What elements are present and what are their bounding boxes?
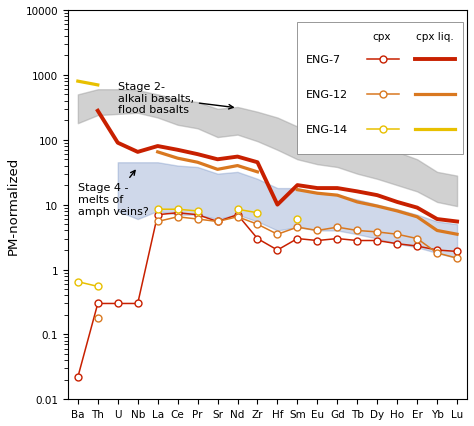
Text: ENG-14: ENG-14 — [305, 124, 347, 134]
Y-axis label: PM-normalized: PM-normalized — [7, 156, 20, 254]
Text: ENG-7: ENG-7 — [305, 55, 340, 64]
Text: cpx liq.: cpx liq. — [416, 32, 454, 42]
Bar — [297, 23, 463, 155]
Text: Stage 2-
alkali basalts,
flood basalts: Stage 2- alkali basalts, flood basalts — [118, 82, 233, 115]
Text: ENG-12: ENG-12 — [305, 89, 347, 99]
Text: Stage 4 -
melts of
amph veins?: Stage 4 - melts of amph veins? — [78, 171, 148, 216]
Text: cpx: cpx — [372, 32, 391, 42]
